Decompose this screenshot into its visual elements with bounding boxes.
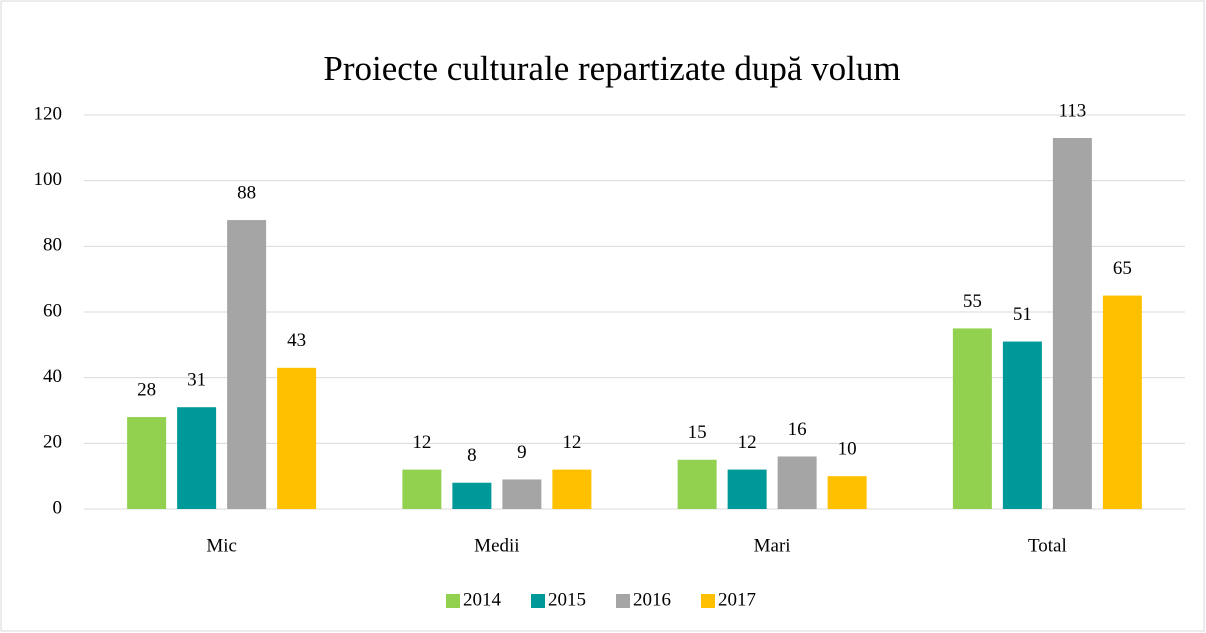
data-label: 43: [287, 330, 306, 351]
data-label: 8: [467, 445, 477, 466]
data-label: 88: [237, 182, 256, 203]
legend-swatch: [616, 594, 630, 608]
bar: [402, 469, 442, 509]
y-tick-label: 100: [34, 169, 63, 190]
x-tick-label: Mic: [206, 535, 237, 556]
bar: [952, 328, 992, 509]
data-label: 55: [963, 291, 982, 312]
bar: [827, 476, 867, 509]
x-tick-label: Total: [1028, 535, 1067, 556]
y-tick-label: 60: [43, 300, 62, 321]
bar: [727, 469, 767, 509]
data-label: 113: [1058, 100, 1086, 121]
data-label: 31: [187, 370, 206, 391]
y-tick-label: 20: [43, 432, 62, 453]
bar: [777, 456, 817, 509]
y-tick-label: 80: [43, 235, 62, 256]
bar: [177, 407, 217, 509]
data-label: 12: [562, 432, 581, 453]
chart-title: Proiecte culturale repartizate după volu…: [323, 49, 900, 88]
bar: [127, 417, 167, 509]
bar: [552, 469, 592, 509]
data-label: 12: [738, 432, 757, 453]
bar: [1102, 295, 1142, 509]
data-label: 15: [688, 422, 707, 443]
legend-swatch: [531, 594, 545, 608]
legend-label: 2014: [463, 589, 502, 610]
x-tick-label: Medii: [474, 535, 519, 556]
legend-label: 2017: [718, 589, 756, 610]
data-label: 9: [517, 442, 527, 463]
y-tick-label: 40: [43, 366, 62, 387]
legend-label: 2015: [548, 589, 586, 610]
y-tick-label: 0: [53, 497, 63, 518]
data-label: 65: [1113, 258, 1132, 279]
x-tick-label: Mari: [754, 535, 791, 556]
bar: [227, 220, 267, 510]
legend-swatch: [446, 594, 460, 608]
data-label: 12: [412, 432, 431, 453]
data-label: 16: [788, 419, 807, 440]
legend-label: 2016: [633, 589, 671, 610]
data-label: 28: [137, 379, 156, 400]
data-label: 51: [1013, 304, 1032, 325]
bar: [452, 482, 492, 509]
bar: [502, 479, 542, 509]
y-tick-label: 120: [34, 103, 63, 124]
bar: [677, 459, 717, 509]
bar: [1002, 341, 1042, 509]
legend-swatch: [701, 594, 715, 608]
bar: [277, 367, 317, 509]
bar: [1052, 137, 1092, 509]
data-label: 10: [838, 439, 857, 460]
